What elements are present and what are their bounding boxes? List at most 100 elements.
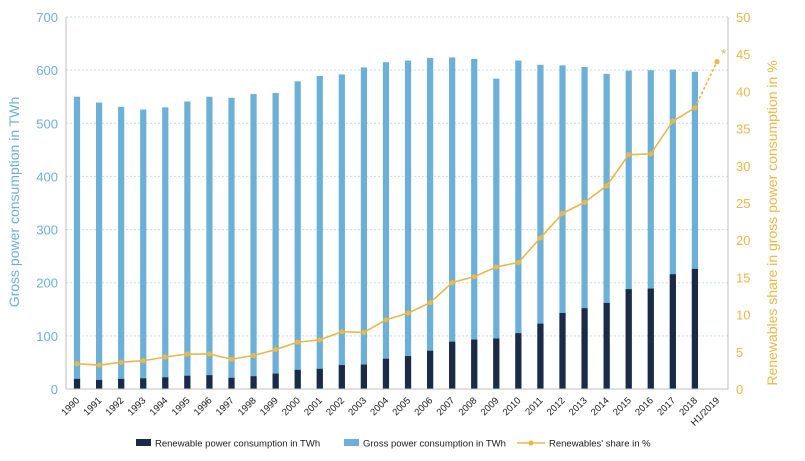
share-point bbox=[295, 339, 301, 345]
x-tick-label: 1991 bbox=[81, 395, 104, 418]
renewable-bar bbox=[669, 274, 676, 389]
renewable-consumption-bars bbox=[73, 268, 698, 389]
gross-bar bbox=[338, 74, 345, 389]
x-tick-label: 1996 bbox=[192, 395, 215, 418]
gross-bar bbox=[625, 70, 632, 389]
right-tick-label: 10 bbox=[736, 308, 750, 323]
x-tick-label: 2005 bbox=[390, 395, 413, 418]
renewable-bar bbox=[96, 379, 103, 389]
x-tick-label: 1999 bbox=[258, 395, 281, 418]
share-point bbox=[206, 351, 213, 357]
renewable-bar bbox=[691, 268, 698, 389]
x-tick-label: 2015 bbox=[611, 395, 634, 418]
renewable-bar bbox=[140, 378, 147, 389]
x-tick-label: 2007 bbox=[435, 395, 458, 418]
gross-bar bbox=[691, 71, 698, 389]
gross-bar bbox=[272, 92, 279, 389]
left-tick-label: 0 bbox=[51, 382, 58, 397]
renewable-bar bbox=[294, 369, 301, 389]
gross-bar bbox=[140, 109, 147, 390]
share-point bbox=[162, 354, 168, 360]
legend-label: Renewables' share in % bbox=[549, 439, 651, 450]
x-tick-label: 2002 bbox=[324, 395, 347, 418]
share-point bbox=[670, 118, 676, 124]
renewable-bar bbox=[382, 358, 390, 389]
gross-bar bbox=[647, 70, 654, 390]
share-point bbox=[317, 337, 323, 343]
legend-label: Renewable power consumption in TWh bbox=[155, 439, 320, 450]
left-tick-label: 200 bbox=[36, 276, 58, 291]
share-point bbox=[449, 280, 455, 286]
share-point bbox=[250, 352, 257, 359]
right-tick-label: 20 bbox=[736, 233, 750, 248]
left-tick-label: 700 bbox=[36, 10, 58, 25]
renewable-bar bbox=[449, 341, 456, 389]
share-point bbox=[118, 359, 124, 365]
gross-bar bbox=[559, 65, 566, 390]
left-tick-label: 600 bbox=[36, 63, 58, 78]
gross-bar bbox=[73, 96, 81, 389]
x-tick-label: 2000 bbox=[280, 395, 303, 418]
right-axis-ticks: 0 5 10 15 20 25 30 35 40 45 50 bbox=[736, 10, 750, 397]
legend-swatch bbox=[136, 439, 151, 446]
renewable-bar bbox=[338, 365, 345, 389]
renewable-bar bbox=[162, 377, 169, 389]
gross-bar bbox=[294, 81, 301, 389]
legend: Renewable power consumption in TWh Gross … bbox=[136, 439, 651, 450]
gross-bar bbox=[515, 60, 522, 389]
share-point bbox=[604, 183, 610, 189]
gross-bar bbox=[162, 107, 169, 389]
renewable-bar bbox=[581, 308, 588, 389]
renewable-bar bbox=[184, 375, 191, 389]
x-axis-ticks: 1990 1991 1992 1993 1994 1995 1996 1997 1998 1999… bbox=[59, 395, 722, 428]
renewables-share-line: * bbox=[74, 46, 727, 368]
renewable-bar bbox=[250, 376, 257, 389]
share-point bbox=[140, 358, 146, 364]
renewable-bar bbox=[493, 338, 500, 389]
share-point bbox=[648, 151, 654, 157]
gross-bar bbox=[96, 102, 103, 389]
share-point bbox=[405, 310, 411, 316]
x-tick-label: 2011 bbox=[523, 395, 545, 417]
gross-bar bbox=[228, 97, 235, 389]
x-tick-label: 1994 bbox=[148, 395, 171, 418]
renewable-bar bbox=[73, 378, 81, 389]
gross-bar bbox=[360, 67, 367, 389]
x-tick-label: 2012 bbox=[545, 395, 568, 418]
share-point bbox=[559, 210, 566, 217]
share-line-projection bbox=[694, 61, 718, 109]
share-point bbox=[581, 199, 588, 205]
x-tick-label: 1995 bbox=[170, 395, 193, 418]
renewable-bar bbox=[625, 289, 632, 389]
share-point bbox=[361, 329, 367, 336]
x-tick-label: 2003 bbox=[346, 395, 369, 418]
x-tick-label: 1990 bbox=[59, 395, 82, 418]
renewable-bar bbox=[471, 339, 478, 389]
legend-swatch bbox=[344, 439, 359, 446]
gross-bar bbox=[537, 64, 544, 389]
share-point bbox=[493, 264, 499, 270]
renewable-bar bbox=[272, 373, 279, 389]
x-tick-label: 2013 bbox=[567, 395, 590, 418]
x-tick-label: 2006 bbox=[412, 395, 435, 418]
share-point bbox=[537, 235, 544, 241]
left-tick-label: 400 bbox=[36, 169, 58, 184]
legend-label: Gross power consumption in TWh bbox=[363, 439, 506, 450]
renewable-bar bbox=[360, 364, 367, 389]
gross-bar bbox=[184, 101, 191, 390]
share-point bbox=[383, 317, 389, 323]
renewable-bar bbox=[603, 302, 610, 389]
share-point bbox=[515, 259, 521, 266]
share-point bbox=[626, 152, 632, 158]
right-tick-label: 0 bbox=[736, 382, 743, 397]
x-tick-label: 2017 bbox=[655, 395, 678, 418]
share-point bbox=[74, 361, 80, 367]
left-tick-label: 100 bbox=[36, 329, 58, 344]
gross-bar bbox=[316, 75, 323, 389]
x-tick-label: 2016 bbox=[633, 395, 656, 418]
x-tick-label: 2014 bbox=[589, 395, 612, 418]
right-tick-label: 30 bbox=[736, 159, 750, 174]
gross-bar bbox=[206, 96, 213, 389]
renewable-bar bbox=[515, 333, 522, 389]
share-point bbox=[228, 356, 235, 362]
